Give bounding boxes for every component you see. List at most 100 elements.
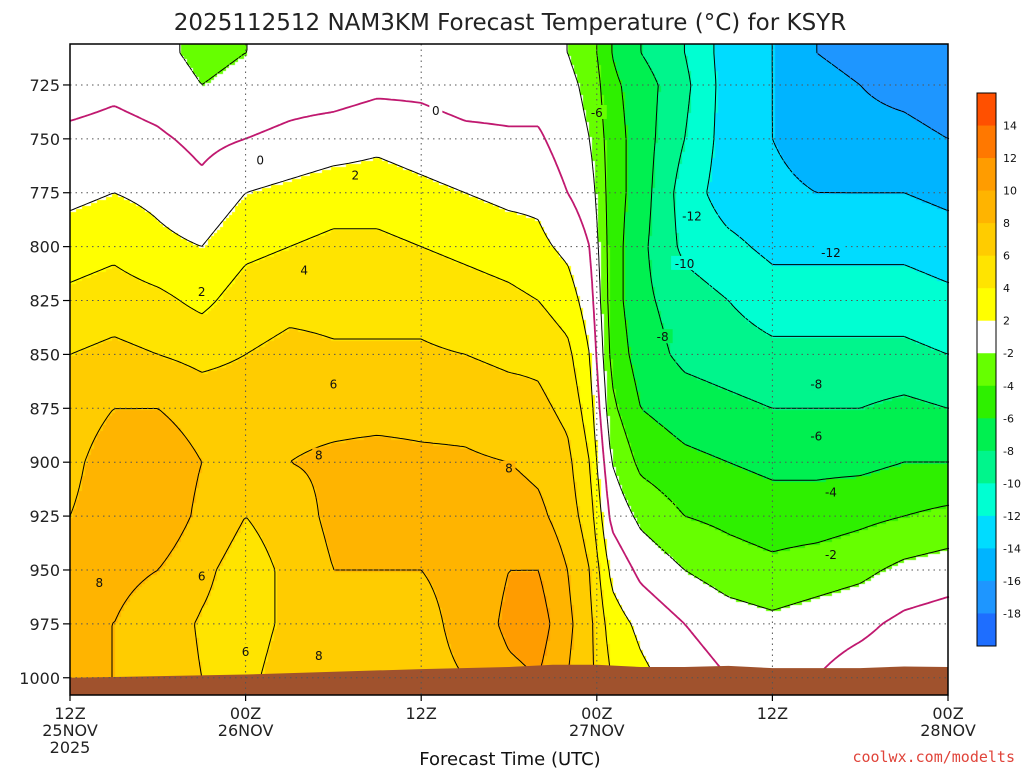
- contour-label: -10: [675, 257, 695, 271]
- colorbar-swatch: [977, 385, 996, 419]
- colorbar-swatch: [977, 418, 996, 452]
- ground-fill: [70, 664, 948, 695]
- y-tick-label: 725: [29, 76, 60, 95]
- contour-label-bg: [820, 484, 841, 499]
- colorbar-label: -6: [1003, 412, 1014, 425]
- contour-label: 8: [95, 576, 103, 590]
- contour-label-bg: [820, 546, 841, 561]
- colorbar-label: -14: [1003, 542, 1021, 555]
- contour-label: -12: [682, 209, 702, 223]
- contour-label-bg: [253, 152, 267, 167]
- y-tick-label: 875: [29, 399, 60, 418]
- colorbar: -18 -16 -14 -12 -10 -8 -6 -4 -2 2 4 6 8 10 12 14: [976, 92, 1021, 647]
- plot-frame: [69, 43, 949, 696]
- colorbar-swatch: [977, 223, 996, 257]
- contour-label-bg: [652, 329, 673, 344]
- y-tick-label: 900: [29, 453, 60, 472]
- x-axis-label: Forecast Time (UTC): [419, 749, 600, 768]
- contour-label: 6: [330, 378, 338, 392]
- contour-line: [673, 44, 950, 355]
- colorbar-label: -16: [1003, 575, 1021, 588]
- contour-label-bg: [297, 262, 311, 277]
- contour-label: 4: [300, 263, 308, 277]
- contour-label-bg: [326, 376, 340, 391]
- contour-label-bg: [312, 447, 326, 462]
- colorbar-swatch: [977, 255, 996, 289]
- y-tick-label: 800: [29, 238, 60, 257]
- colorbar-swatch: [977, 580, 996, 614]
- x-tick-label: 12Z: [54, 704, 85, 723]
- contour-line: [179, 44, 950, 611]
- colorbar-swatch: [977, 158, 996, 192]
- contour-label: 0: [432, 104, 440, 118]
- colorbar-swatch: [977, 353, 996, 387]
- credit-text: coolwx.com/modelts: [852, 748, 1015, 766]
- contour-label-bg: [239, 643, 253, 658]
- contour-label: 8: [505, 462, 513, 476]
- colorbar-swatch: [977, 450, 996, 484]
- contour-label: -6: [591, 106, 603, 120]
- colorbar-swatch: [977, 483, 996, 517]
- colorbar-label: -2: [1003, 347, 1014, 360]
- colorbar-label: -10: [1003, 477, 1021, 490]
- colorbar-label: 10: [1003, 185, 1017, 198]
- contour-label: -12: [821, 246, 841, 260]
- colorbar-label: -8: [1003, 445, 1014, 458]
- contour-line: [816, 44, 950, 140]
- colorbar-swatch: [977, 548, 996, 582]
- y-tick-label: 1000: [19, 669, 60, 688]
- y-tick-label: 825: [29, 292, 60, 311]
- colorbar-label: -4: [1003, 380, 1014, 393]
- colorbar-swatch: [977, 320, 996, 354]
- contour-label-bg: [806, 376, 827, 391]
- contour-line: [611, 44, 949, 481]
- contour-line: [69, 228, 613, 695]
- contour-label-bg: [678, 208, 706, 223]
- colorbar-label: 6: [1003, 250, 1010, 263]
- x-tick-label: 12Z: [406, 704, 437, 723]
- x-tick-label: 00Z: [581, 704, 612, 723]
- colorbar-swatch: [977, 93, 996, 127]
- colorbar-swatch: [977, 125, 996, 159]
- chart-title: 2025112512 NAM3KM Forecast Temperature (…: [174, 10, 846, 36]
- x-tick-label: 25NOV: [42, 721, 98, 740]
- contour-label-bg: [312, 648, 326, 663]
- contour-label: 2: [352, 168, 360, 182]
- contour-label: -4: [825, 485, 837, 499]
- contour-label-bg: [671, 255, 699, 270]
- contour-line: [69, 327, 595, 695]
- contour-label: -2: [825, 548, 837, 562]
- colorbar-label: -12: [1003, 510, 1021, 523]
- x-tick-label: 28NOV: [920, 721, 976, 740]
- y-tick-label: 975: [29, 615, 60, 634]
- colorbar-label: 12: [1003, 152, 1017, 165]
- x-tick-label: 27NOV: [569, 721, 625, 740]
- contour-label-bg: [586, 104, 607, 119]
- colorbar-swatch: [977, 515, 996, 549]
- colorbar-label: 14: [1003, 120, 1017, 133]
- contour-label-bg: [429, 102, 443, 117]
- colorbar-swatch: [977, 288, 996, 322]
- colorbar-swatch: [977, 190, 996, 224]
- y-tick-label: 950: [29, 561, 60, 580]
- contour-labels: 0 0 2 2 4 6 8 8 8 6 6 8 -6 -12 -10 -12 -8 -8 -6 -4 -2: [92, 102, 845, 663]
- contour-label: 6: [242, 645, 250, 659]
- y-tick-label: 925: [29, 507, 60, 526]
- contour-label-bg: [92, 574, 106, 589]
- contour-line: [706, 44, 950, 284]
- y-tick-label: 850: [29, 345, 60, 364]
- contour-lines: [69, 44, 950, 696]
- contour-label: -8: [657, 330, 669, 344]
- contour-label: 8: [315, 449, 323, 463]
- contour-label: -6: [810, 429, 822, 443]
- contour-label: 8: [315, 649, 323, 663]
- contour-label-bg: [195, 568, 209, 583]
- x-tick-label: 2025: [50, 738, 91, 757]
- contour-label-bg: [348, 167, 362, 182]
- contour-label: 2: [198, 285, 206, 299]
- x-tick-label: 12Z: [757, 704, 788, 723]
- colorbar-swatch: [977, 613, 996, 647]
- x-tick-label: 00Z: [932, 704, 963, 723]
